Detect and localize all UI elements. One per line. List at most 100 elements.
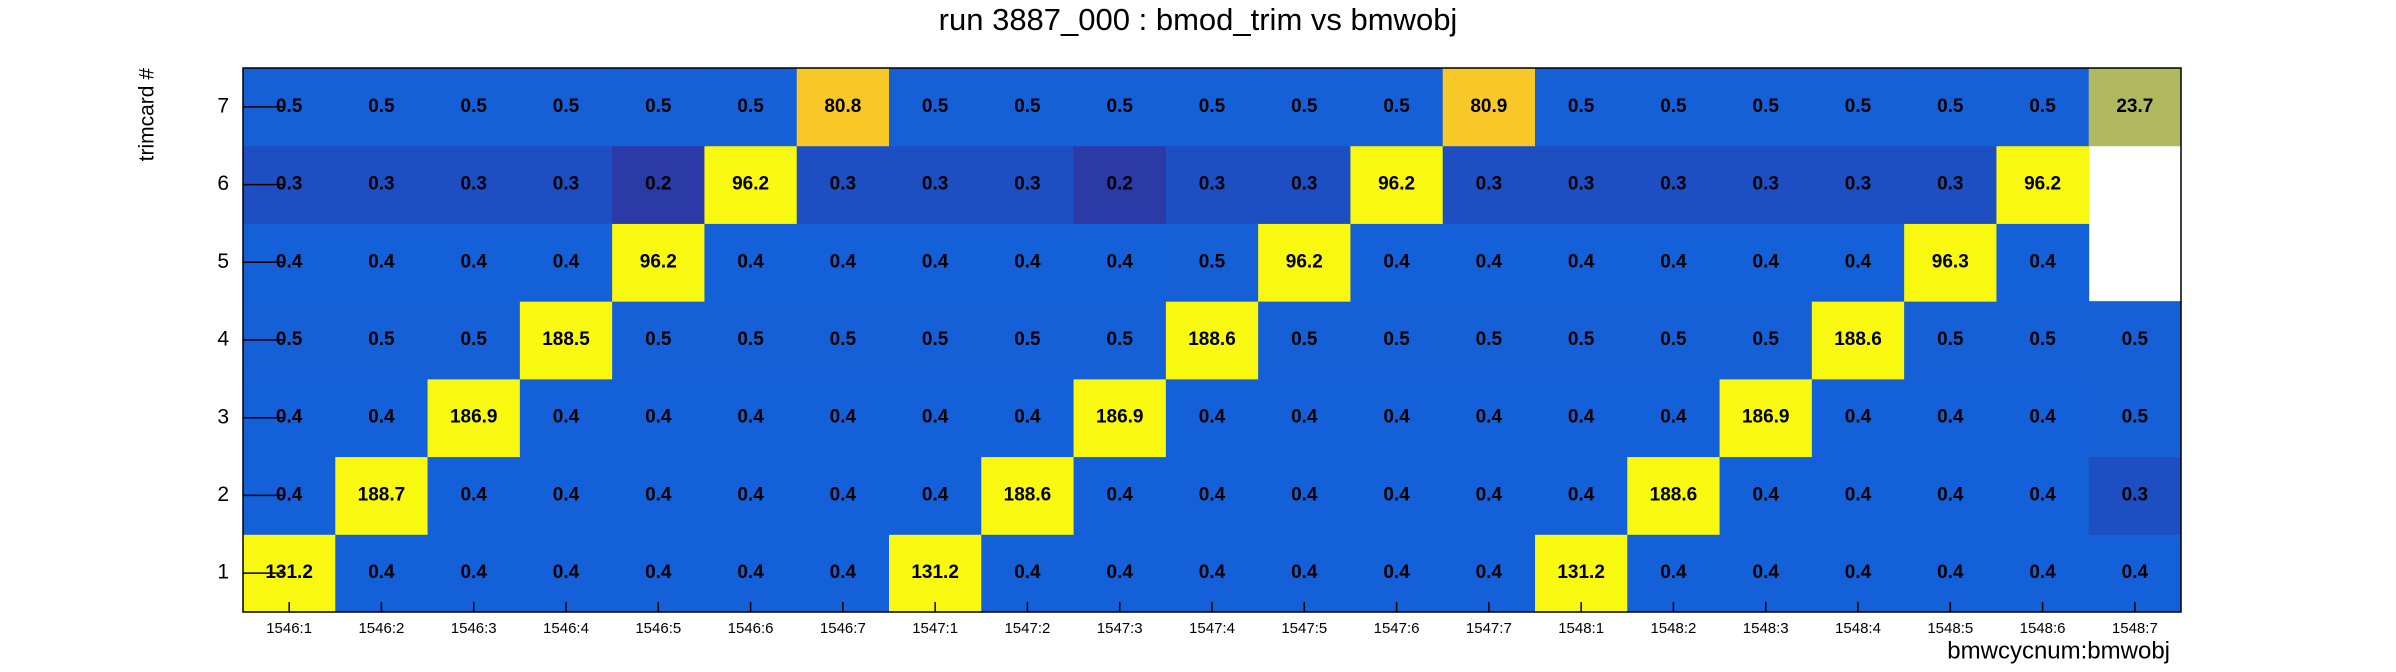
heat-cell	[1442, 301, 1536, 380]
heat-cell	[1165, 145, 1259, 224]
cell-label: 96.2	[2024, 174, 2061, 195]
cell-label: 131.2	[265, 562, 313, 583]
cell-label: 0.5	[645, 96, 672, 117]
cell-label: 0.5	[1199, 96, 1226, 117]
cell-label: 0.4	[1845, 407, 1872, 428]
heat-cell	[1996, 223, 2090, 302]
cell-label: 0.4	[1845, 251, 1872, 272]
heat-cell	[427, 145, 521, 224]
cell-label: 0.4	[830, 251, 857, 272]
x-tick-label: 1546:5	[635, 620, 681, 637]
heat-cell	[1996, 378, 2090, 458]
heat-cell	[704, 378, 798, 458]
cell-label: 0.4	[461, 562, 488, 583]
heat-cell	[519, 223, 613, 302]
x-tick-label: 1547:1	[912, 620, 958, 637]
heat-cell	[1165, 223, 1259, 302]
x-tick-label: 1547:3	[1097, 620, 1143, 637]
heat-cell	[612, 145, 705, 224]
x-tick-label: 1547:4	[1189, 620, 1235, 637]
cell-label: 188.7	[358, 484, 406, 505]
cell-label: 0.5	[1568, 96, 1595, 117]
x-tick-label: 1547:6	[1374, 620, 1420, 637]
chart-title: run 3887_000 : bmod_trim vs bmwobj	[939, 2, 1458, 37]
heat-cell	[1535, 68, 1628, 147]
cell-label: 0.4	[1476, 484, 1503, 505]
heat-cell	[1442, 145, 1536, 224]
heat-cell	[1442, 378, 1536, 458]
cell-label: 0.3	[1568, 174, 1594, 195]
heat-cell	[704, 145, 798, 224]
cell-label: 0.3	[1014, 174, 1040, 195]
heat-cell	[2088, 534, 2182, 613]
cell-label: 0.4	[1476, 562, 1503, 583]
heat-cell	[1719, 68, 1813, 147]
heat-cell	[1442, 223, 1536, 302]
heat-cell	[1996, 456, 2090, 535]
heat-cell	[1258, 456, 1351, 535]
cell-label: 0.5	[922, 96, 949, 117]
heat-cell	[796, 68, 890, 147]
cell-label: 0.5	[2029, 96, 2056, 117]
cell-label: 0.3	[830, 174, 856, 195]
cell-label: 0.4	[1476, 407, 1503, 428]
cell-label: 0.5	[1845, 96, 1872, 117]
cell-label: 0.5	[1107, 96, 1134, 117]
heat-cell	[427, 68, 521, 147]
heat-cell	[796, 378, 890, 458]
heat-cell	[335, 534, 429, 613]
heat-cell	[1073, 534, 1167, 613]
cell-label: 0.4	[922, 407, 949, 428]
heat-cell	[1811, 68, 1905, 147]
cell-label: 0.4	[1199, 562, 1226, 583]
heat-cell	[704, 456, 798, 535]
cell-label: 0.4	[1383, 407, 1410, 428]
cell-label: 0.2	[645, 174, 671, 195]
heat-cell	[796, 534, 890, 613]
heat-cell	[1811, 534, 1905, 613]
heat-cell	[1535, 301, 1628, 380]
heat-cell	[1258, 223, 1351, 302]
heat-cell	[1627, 68, 1721, 147]
cell-label: 0.4	[1568, 251, 1595, 272]
cell-label: 96.2	[640, 251, 677, 272]
cell-label: 0.5	[1291, 329, 1318, 350]
cell-label: 0.4	[1937, 562, 1964, 583]
cell-label: 0.3	[1937, 174, 1963, 195]
cell-label: 0.5	[737, 96, 764, 117]
cell-label: 0.5	[1107, 329, 1134, 350]
heat-cell	[1165, 534, 1259, 613]
cell-label: 0.4	[922, 484, 949, 505]
heat-cell	[889, 223, 982, 302]
cell-label: 96.2	[1378, 174, 1415, 195]
cell-label: 0.4	[737, 562, 764, 583]
heat-cell	[981, 378, 1075, 458]
cell-label: 0.4	[1660, 562, 1687, 583]
cell-label: 0.3	[922, 174, 948, 195]
heat-cell	[335, 68, 429, 147]
cell-label: 188.6	[1650, 484, 1698, 505]
cell-label: 0.4	[1845, 484, 1872, 505]
heat-cell	[889, 145, 982, 224]
heat-cell	[1535, 534, 1628, 613]
cell-label: 0.5	[645, 329, 672, 350]
cell-label: 0.4	[1845, 562, 1872, 583]
heat-cell	[889, 456, 982, 535]
cell-label: 0.4	[1476, 251, 1503, 272]
heat-cell	[1627, 534, 1721, 613]
cell-label: 0.5	[368, 329, 395, 350]
cell-label: 96.2	[1286, 251, 1323, 272]
cell-label: 0.5	[1753, 96, 1780, 117]
heat-cell	[1258, 68, 1351, 147]
cell-label: 131.2	[1557, 562, 1605, 583]
cell-label: 0.4	[645, 484, 672, 505]
heat-cell	[1350, 456, 1444, 535]
cell-label: 0.5	[1937, 329, 1964, 350]
cell-label: 0.4	[2029, 407, 2056, 428]
cell-label: 0.4	[1660, 251, 1687, 272]
cell-label: 0.5	[276, 96, 303, 117]
heat-cell	[704, 534, 798, 613]
cell-label: 0.3	[368, 174, 394, 195]
heat-cell	[1350, 145, 1444, 224]
cell-label: 0.4	[645, 407, 672, 428]
